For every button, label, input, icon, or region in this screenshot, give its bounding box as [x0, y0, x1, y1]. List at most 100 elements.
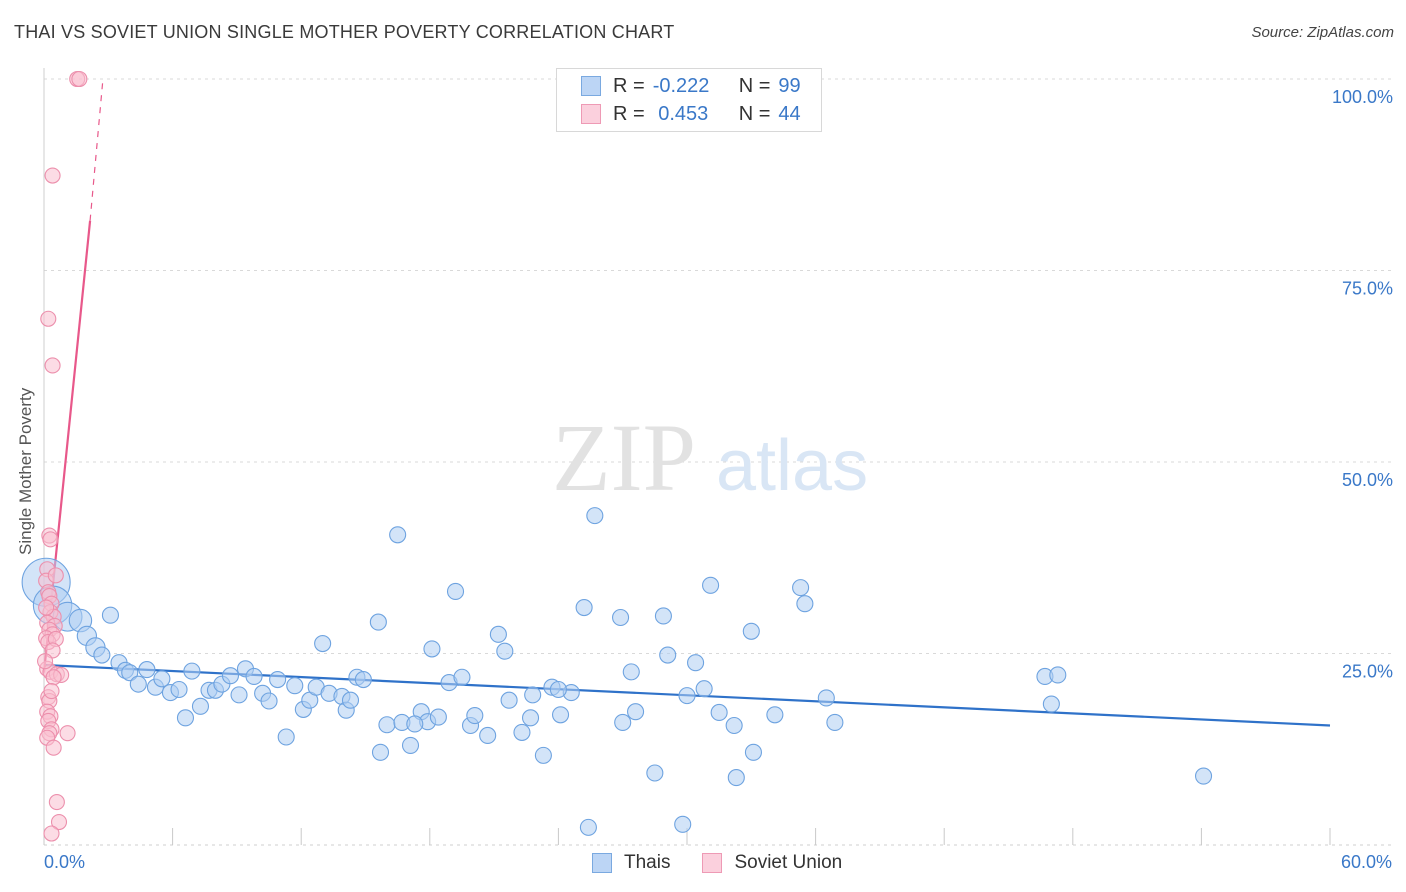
thai-point [354, 670, 372, 689]
thai-point [401, 736, 420, 754]
soviet-point [71, 70, 88, 88]
soviet-point [43, 825, 60, 842]
thai-point [466, 706, 484, 725]
y-tick-label: 50.0% [1342, 470, 1393, 490]
thai-point [191, 697, 210, 715]
thai-point [646, 764, 664, 782]
legend-r-value: -0.222 [652, 74, 710, 97]
thai-point [792, 579, 810, 597]
y-axis-tick-labels: 25.0% 50.0% 75.0% 100.0% [1332, 87, 1393, 682]
thai-point [575, 598, 593, 617]
thai-point [549, 680, 567, 699]
thai-point [389, 526, 407, 544]
thai-point [406, 715, 424, 733]
thai-point [766, 706, 784, 724]
thai-point [489, 625, 507, 643]
thai-point [627, 703, 645, 721]
soviet-point [40, 310, 57, 327]
thai-point [286, 677, 304, 695]
thai-point [183, 662, 201, 680]
legend-row-soviet: R = 0.453 N = 44 [581, 101, 801, 127]
thai-point [378, 716, 396, 734]
soviet-point [50, 813, 68, 831]
legend-r-value: 0.453 [652, 102, 709, 125]
thai-point [817, 689, 835, 707]
thai-point [1049, 666, 1067, 684]
y-tick-label: 100.0% [1332, 87, 1393, 107]
soviet-point [43, 682, 60, 700]
thai-point [341, 691, 360, 709]
thai-point [534, 746, 552, 764]
thai-point [586, 507, 604, 525]
legend-n-value: 44 [778, 102, 801, 125]
thai-point [121, 664, 139, 682]
thai-point [277, 728, 295, 746]
trend-lines [42, 78, 1331, 727]
soviet-point [45, 739, 62, 756]
thai-point [659, 646, 677, 664]
thai-point [245, 667, 263, 686]
thai-point [695, 680, 713, 698]
soviet-legend-label: Soviet Union [734, 852, 843, 873]
legend-n-value: 99 [778, 74, 801, 97]
thai-point [371, 743, 390, 761]
legend-n-label: N = [738, 102, 771, 125]
watermark-zip: ZIP [552, 404, 696, 511]
soviet-point [59, 725, 76, 742]
thai-point [230, 686, 248, 704]
chart-title: THAI VS SOVIET UNION SINGLE MOTHER POVER… [14, 22, 675, 42]
soviet-point [38, 599, 55, 616]
thai-point [702, 576, 720, 594]
thai-point [153, 670, 171, 688]
thai-point [796, 595, 814, 613]
soviet-legend-swatch [702, 853, 723, 873]
series-legend: Thais Soviet Union [592, 852, 842, 874]
thai-point [687, 654, 705, 672]
correlation-legend: R = -0.222 N = 99 R = 0.453 N = 44 [556, 68, 822, 132]
legend-r-label: R = [613, 74, 645, 97]
thai-point [614, 713, 632, 731]
thai-point [176, 709, 195, 727]
thai-point [654, 607, 672, 625]
thai-point [678, 687, 696, 705]
thai-point [674, 815, 692, 833]
thai-point [710, 703, 728, 722]
thai-legend-label: Thais [624, 852, 671, 873]
thai-point [744, 743, 762, 761]
thai-point [500, 691, 518, 709]
thai-point [429, 708, 447, 726]
thai-point [496, 642, 514, 660]
thai-point [129, 675, 147, 693]
soviet-point [47, 567, 64, 584]
soviet-point [48, 794, 65, 811]
thai-point [221, 667, 240, 685]
thai-point [260, 692, 278, 710]
thai-swatch [581, 76, 601, 96]
thai-point [269, 670, 287, 689]
thai-legend-swatch [592, 853, 612, 873]
watermark-atlas: atlas [716, 426, 868, 506]
thai-point [479, 726, 497, 745]
watermark: ZIP atlas [552, 404, 868, 511]
legend-row-thais: R = -0.222 N = 99 [581, 73, 801, 99]
x-tick-label-max: 60.0% [1340, 852, 1392, 872]
thai-point [513, 723, 531, 741]
soviet-point [44, 357, 61, 374]
thai-point [521, 709, 540, 727]
thai-point [453, 668, 471, 686]
soviet-points [37, 70, 88, 842]
thai-point [727, 769, 745, 787]
thai-point [725, 716, 743, 735]
thai-point [612, 608, 630, 627]
legend-r-label: R = [613, 102, 645, 125]
y-tick-label: 25.0% [1342, 662, 1393, 682]
thai-point [446, 582, 465, 601]
thai-point [101, 606, 119, 624]
legend-n-label: N = [738, 74, 771, 97]
soviet-point [44, 167, 61, 184]
thai-point [93, 646, 111, 664]
thai-point [742, 622, 760, 640]
x-tick-label-min: 0.0% [44, 852, 86, 872]
source-credit: Source: ZipAtlas.com [1251, 24, 1394, 41]
